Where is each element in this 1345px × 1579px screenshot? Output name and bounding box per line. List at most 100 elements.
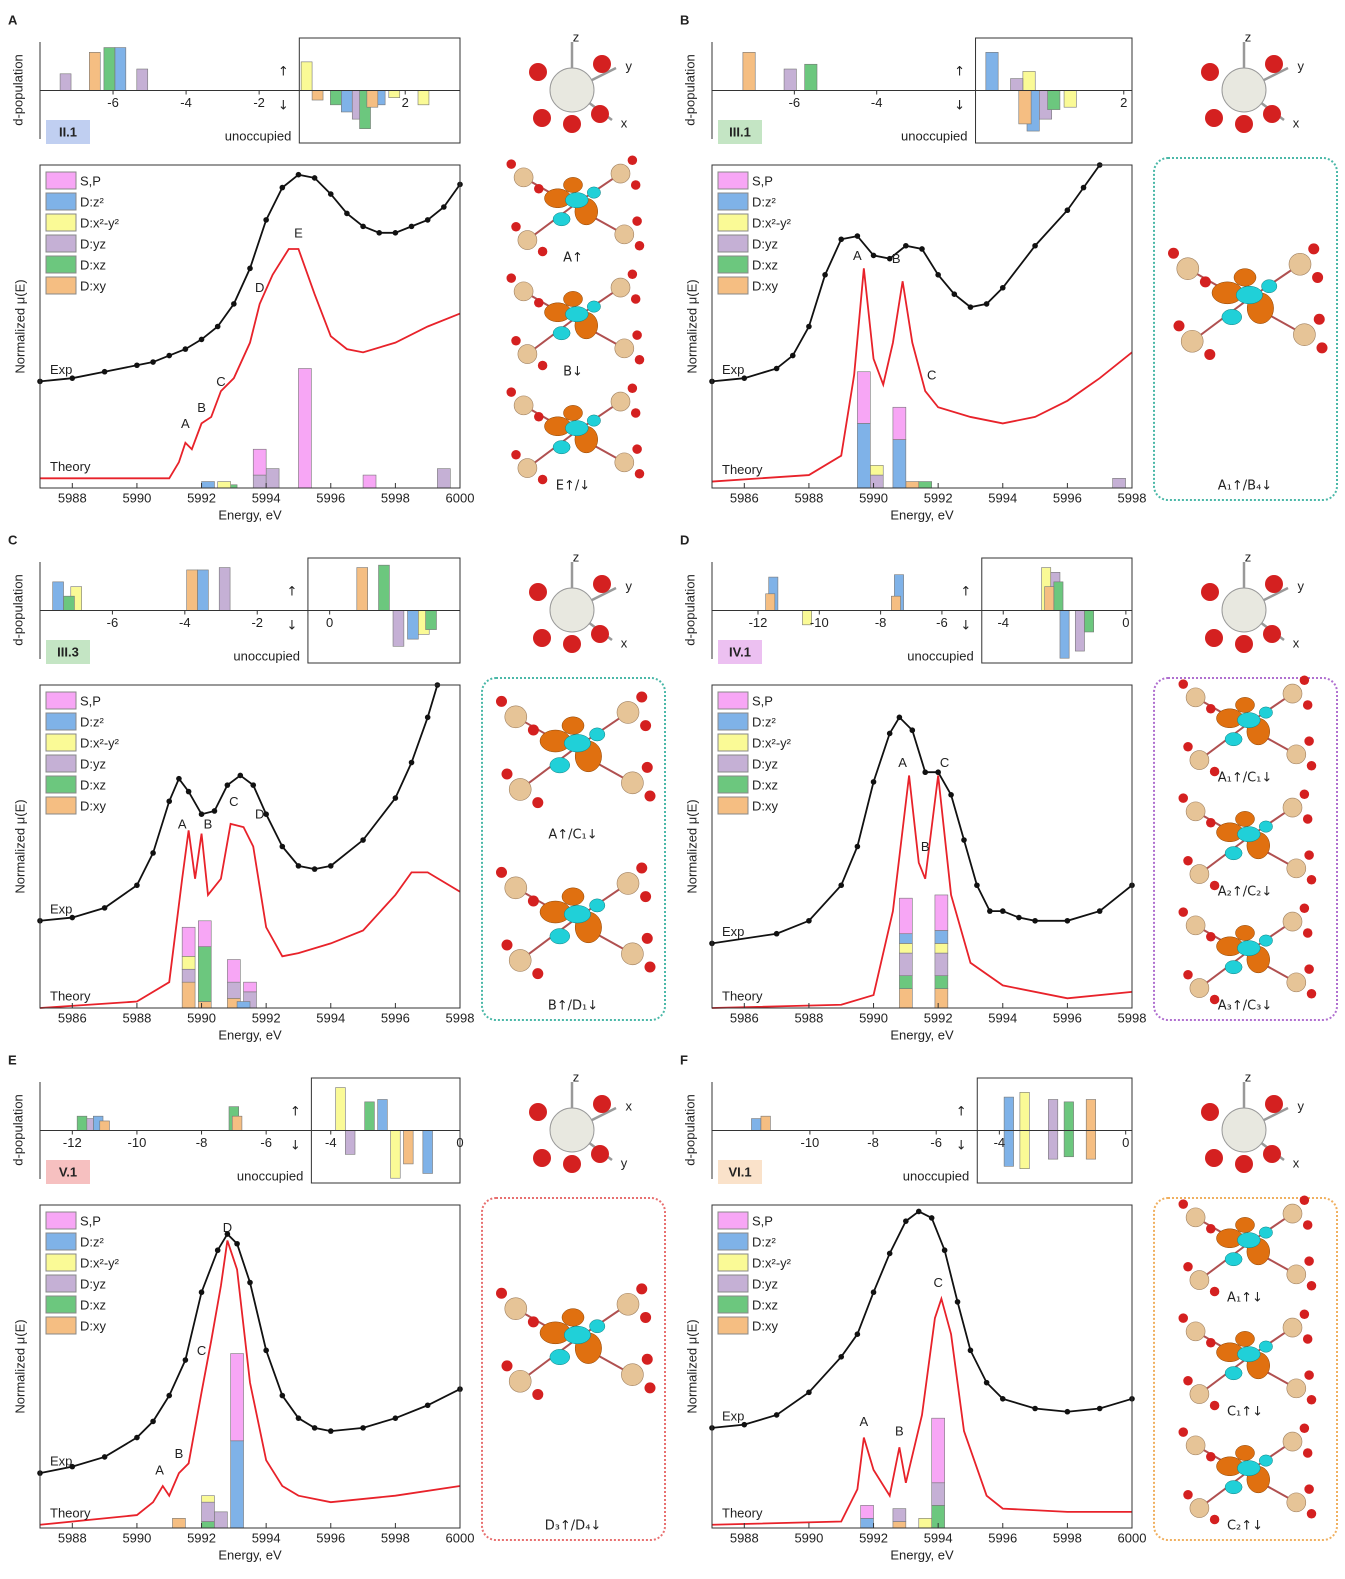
atom — [610, 277, 631, 298]
atom — [610, 163, 631, 184]
exp-marker — [741, 375, 748, 381]
atom — [616, 872, 640, 895]
population-bar — [136, 68, 149, 91]
exp-marker — [999, 284, 1006, 291]
atom — [621, 942, 644, 966]
legend-label: D:yz — [752, 1277, 778, 1292]
population-bar — [783, 68, 797, 91]
atom — [504, 876, 528, 900]
atom — [532, 968, 544, 980]
spectrum-line — [711, 1210, 1133, 1429]
x-tick-label: 5994 — [252, 1531, 281, 1546]
exp-marker — [903, 1218, 909, 1224]
stacked-bar — [899, 897, 913, 935]
exp-marker — [1096, 1405, 1103, 1412]
exp-marker — [247, 265, 253, 272]
exp-marker — [176, 775, 182, 782]
population-bar — [1048, 1130, 1059, 1160]
panel: C Exp Theory 5986 5988 5990 5992 5994 5996 5998 En… — [8, 533, 666, 1043]
exp-marker — [1032, 242, 1038, 249]
legend-label: D:x²-y² — [752, 736, 792, 751]
population-bar — [407, 610, 419, 640]
exp-marker — [69, 914, 76, 921]
exp-marker — [941, 1247, 948, 1254]
legend-swatch — [717, 1211, 749, 1230]
x-tick-label: 5998 — [381, 1531, 410, 1546]
x-tick-label: 5998 — [446, 1011, 475, 1026]
exp-marker — [166, 352, 173, 359]
atom — [1306, 1509, 1317, 1519]
x-tick-label: -8 — [867, 1135, 879, 1150]
population-bar — [330, 90, 342, 106]
exp-marker — [247, 1279, 253, 1286]
population-bar — [52, 581, 64, 611]
peak-label: A — [181, 416, 190, 431]
atom — [1316, 342, 1328, 354]
atom — [1178, 1427, 1188, 1437]
exp-marker — [789, 352, 796, 359]
spin-up: ↑ — [960, 585, 971, 600]
legend-label: D:x²-y² — [80, 1256, 120, 1271]
exp-marker — [237, 772, 244, 779]
x-tick-label: -6 — [260, 1135, 272, 1150]
ligand — [563, 115, 581, 133]
ligand — [529, 1103, 547, 1121]
ligand — [591, 1145, 609, 1163]
unoccupied-label: unoccupied — [903, 1169, 970, 1184]
population-bar — [1085, 1130, 1096, 1160]
plot-frame — [711, 164, 1133, 489]
atom — [1306, 1281, 1317, 1291]
ligand — [1205, 109, 1223, 127]
unoccupied-label: unoccupied — [237, 1169, 304, 1184]
spin-down: ↓ — [290, 1139, 301, 1154]
stacked-bar — [870, 474, 884, 489]
plot-frame — [39, 684, 461, 1009]
population-bar — [89, 52, 101, 91]
x-tick-label: -6 — [936, 615, 948, 630]
atom — [532, 1388, 544, 1400]
atom — [1286, 1378, 1307, 1399]
exp-marker — [408, 223, 415, 230]
axis-letter: x — [1293, 636, 1300, 651]
atom — [1189, 1498, 1210, 1518]
peak-label: A — [155, 1462, 164, 1477]
ligand — [533, 1149, 551, 1167]
legend-swatch — [45, 1211, 77, 1230]
exp-marker — [951, 291, 958, 298]
population-bar — [742, 52, 756, 91]
atom — [1306, 1395, 1317, 1405]
sample-label-bg — [46, 120, 90, 144]
exp-marker — [919, 246, 925, 252]
x-tick-label: 5992 — [859, 1531, 888, 1546]
exp-marker — [741, 1421, 748, 1428]
atom — [1185, 915, 1206, 936]
atom — [527, 895, 539, 907]
legend-label: S,P — [752, 1214, 773, 1229]
atom — [1185, 1207, 1206, 1228]
atom — [1286, 858, 1307, 879]
population-bar — [377, 1099, 388, 1131]
sample-label: III.1 — [729, 125, 751, 140]
metal-center — [549, 67, 595, 113]
x-tick-label: -6 — [107, 615, 119, 630]
x-tick-label: 6000 — [1118, 1531, 1147, 1546]
population-bar — [1047, 90, 1061, 110]
population-bar — [335, 1087, 346, 1131]
legend-label: D:xy — [752, 1319, 779, 1334]
legend-swatch — [45, 234, 77, 253]
exp-marker — [134, 1434, 140, 1441]
x-tick-label: 2 — [402, 95, 409, 110]
ligand — [1263, 625, 1281, 643]
atom — [616, 701, 640, 724]
orbital-label: E↑/↓ — [556, 479, 590, 494]
atom — [621, 771, 644, 795]
panel-letter: F — [680, 1053, 688, 1068]
atom — [1206, 704, 1216, 714]
legend-swatch — [45, 754, 77, 773]
exp-marker — [295, 863, 302, 869]
population-bar — [1022, 71, 1036, 91]
atom — [621, 1363, 644, 1386]
sample-label-bg — [46, 1160, 90, 1184]
orbital-lobe — [587, 300, 601, 313]
axis-letter: x — [621, 636, 628, 651]
